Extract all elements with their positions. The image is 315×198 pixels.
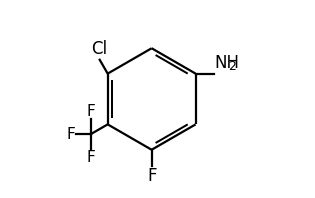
Text: NH: NH: [215, 54, 239, 72]
Text: F: F: [86, 150, 95, 165]
Text: F: F: [86, 104, 95, 119]
Text: 2: 2: [228, 60, 236, 73]
Text: Cl: Cl: [91, 40, 107, 58]
Text: F: F: [147, 167, 156, 185]
Text: F: F: [66, 127, 75, 142]
